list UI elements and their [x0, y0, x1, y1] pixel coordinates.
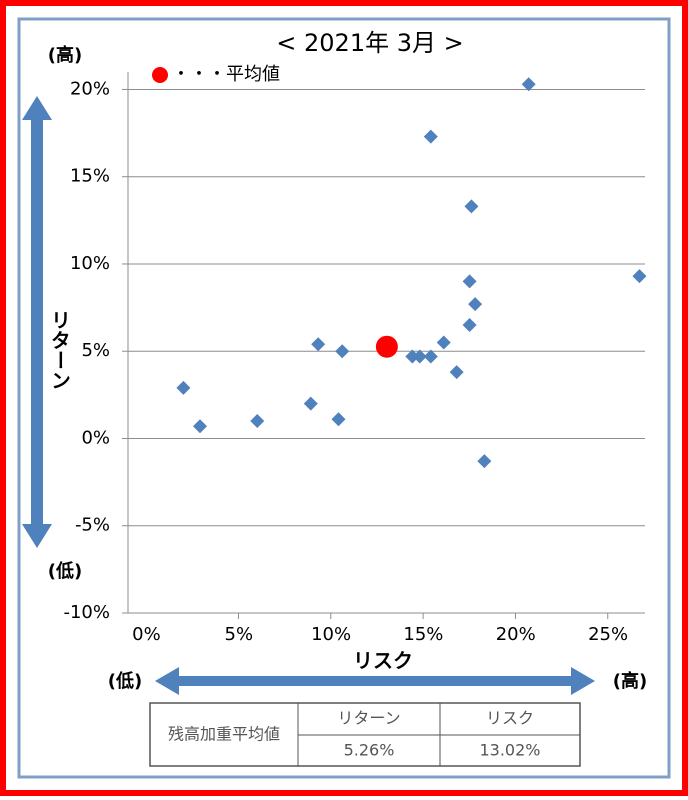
- point: [303, 396, 318, 411]
- table-cell: 13.02%: [479, 741, 540, 760]
- inner-border: [17, 17, 671, 779]
- point: [632, 269, 647, 284]
- table-header: 残高加重平均値: [168, 725, 280, 744]
- point: [193, 419, 208, 434]
- x-tick-label: 15%: [403, 624, 443, 645]
- point: [405, 349, 420, 364]
- legend-label: ・・・平均値: [172, 64, 280, 85]
- table-header: リターン: [337, 709, 400, 728]
- x-tick-label: 0%: [132, 624, 161, 645]
- x-tick-label: 20%: [496, 624, 536, 645]
- point: [462, 274, 477, 289]
- y-tick-label: -10%: [63, 602, 110, 623]
- legend-marker: [152, 67, 168, 83]
- table-cell: 5.26%: [344, 741, 395, 760]
- point: [176, 380, 191, 395]
- point: [462, 318, 477, 333]
- point: [436, 335, 451, 350]
- y-tick-label: 0%: [81, 427, 110, 448]
- point: [521, 77, 536, 92]
- x-arrow: [155, 667, 595, 695]
- y-high-label: (高): [48, 44, 82, 66]
- point: [449, 365, 464, 380]
- x-axis-label: リスク: [353, 649, 413, 673]
- average-point: [375, 335, 398, 358]
- point: [412, 349, 427, 364]
- point: [250, 414, 265, 429]
- x-low-label: (低): [108, 670, 142, 692]
- table-header: リスク: [486, 709, 534, 728]
- point: [311, 337, 326, 352]
- point: [477, 454, 492, 469]
- x-tick-label: 5%: [225, 624, 254, 645]
- y-arrow: [22, 96, 52, 548]
- point: [423, 129, 438, 144]
- y-low-label: (低): [48, 560, 82, 582]
- y-tick-label: 20%: [70, 78, 110, 99]
- x-tick-label: 25%: [588, 624, 628, 645]
- x-tick-label: 10%: [311, 624, 351, 645]
- point: [331, 412, 346, 427]
- point: [468, 297, 483, 312]
- y-tick-label: -5%: [75, 515, 110, 536]
- y-tick-label: 15%: [70, 166, 110, 187]
- point: [464, 199, 479, 214]
- y-tick-label: 10%: [70, 253, 110, 274]
- point: [423, 349, 438, 364]
- y-axis-label: リターン: [48, 310, 72, 390]
- chart-title: < 2021年 3月 >: [276, 29, 463, 57]
- x-high-label: (高): [613, 670, 647, 692]
- point: [335, 344, 350, 359]
- y-tick-label: 5%: [81, 340, 110, 361]
